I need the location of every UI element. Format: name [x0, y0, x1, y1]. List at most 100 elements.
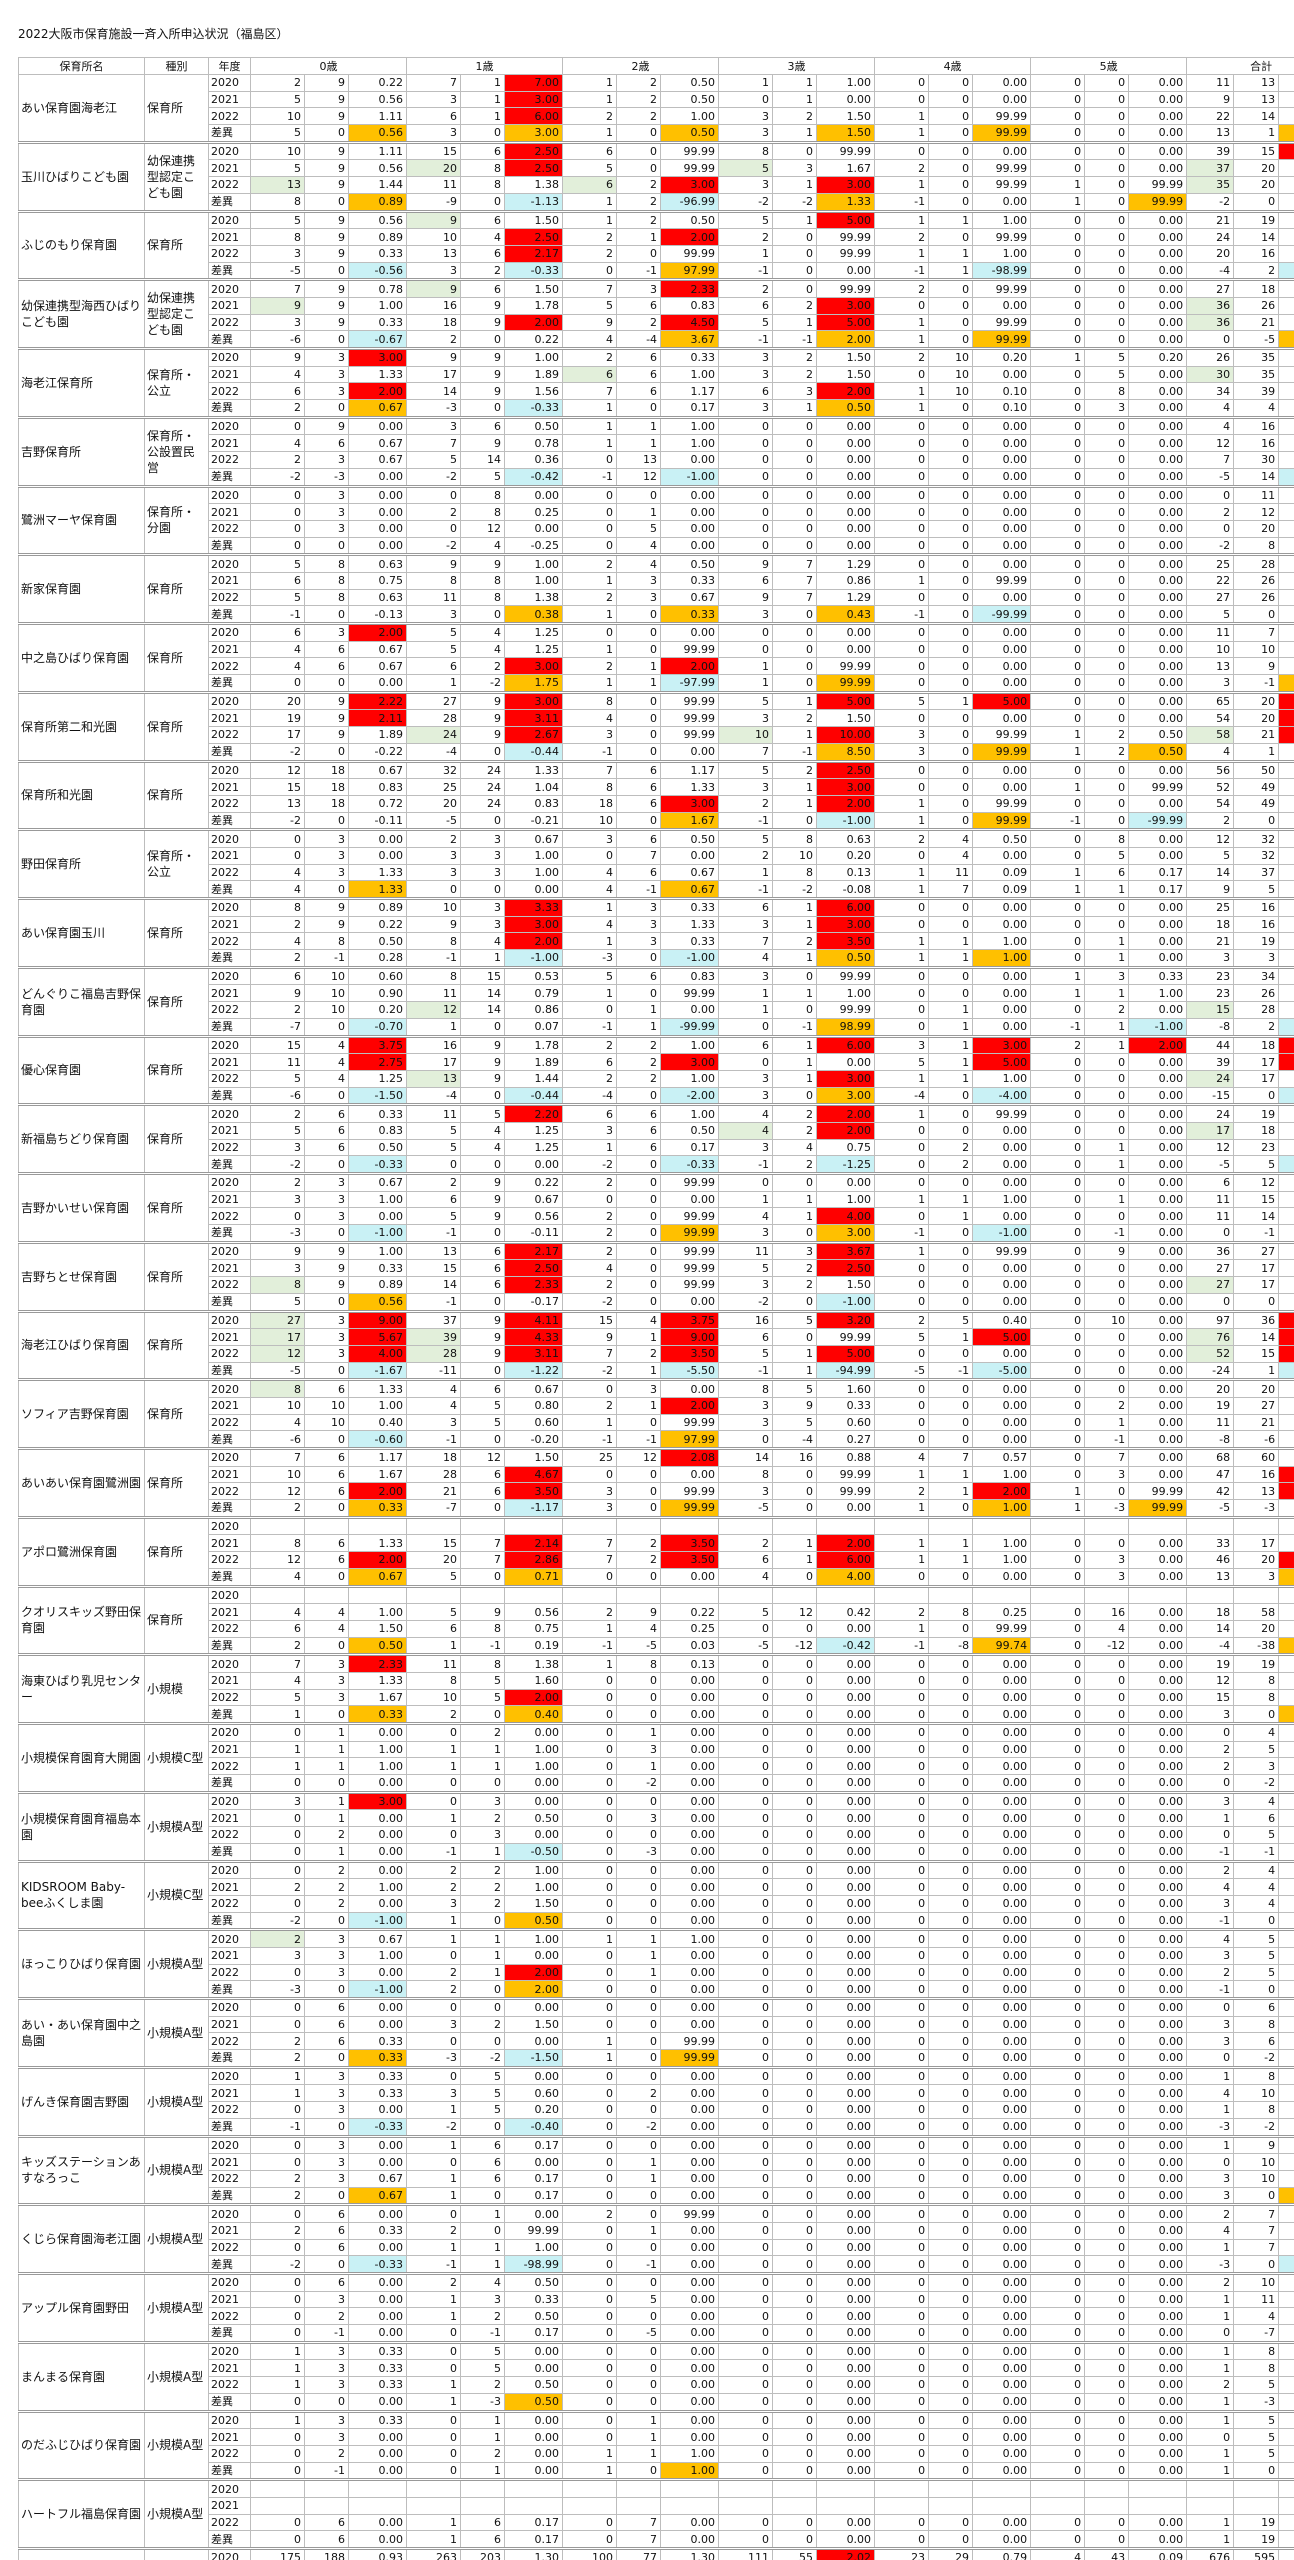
ratio-cell: 99.99 — [660, 1172, 720, 1192]
capacity-cell: 1 — [1084, 1138, 1130, 1157]
capacity-cell: 2 — [616, 107, 662, 126]
ratio-cell: 0.00 — [1128, 657, 1188, 676]
ratio-cell: 0.00 — [1128, 1551, 1188, 1569]
applicants-cell: 0 — [874, 1722, 930, 1742]
facility-name: KIDSROOM Baby-beeふくしま園 — [18, 1859, 145, 1931]
capacity-cell: 3 — [304, 2376, 349, 2394]
applicants-cell: 0 — [874, 74, 930, 92]
capacity-cell: 0 — [772, 278, 818, 298]
ratio-cell: 0.16 — [1278, 2324, 1294, 2343]
ratio-cell: 1.00 — [504, 2238, 564, 2257]
applicants-cell: 2 — [406, 2221, 462, 2240]
ratio-cell: 0.00 — [1278, 2428, 1294, 2446]
ratio-cell: 0.27 — [1278, 1774, 1294, 1793]
ratio-cell: 0.33 — [347, 1259, 408, 1278]
applicants-cell: 0 — [1030, 2186, 1086, 2206]
capacity-cell: 6 — [616, 759, 662, 780]
capacity-cell: 0 — [1084, 2530, 1130, 2549]
ratio-cell: 1.33 — [1278, 1240, 1294, 1261]
applicants-cell: 20 — [406, 159, 462, 178]
applicants-cell: 1 — [562, 571, 618, 590]
ratio-cell: 0.56 — [504, 1207, 564, 1226]
ratio-cell: 5.00 — [972, 690, 1032, 711]
applicants-cell: 2 — [406, 503, 462, 521]
capacity-cell: 0 — [1084, 1946, 1130, 1965]
ratio-cell: 0.00 — [1128, 2221, 1188, 2240]
ratio-cell: 4.00 — [816, 1207, 876, 1226]
applicants-cell: -1 — [562, 467, 618, 487]
applicants-cell: 0 — [718, 2153, 774, 2171]
year-cell: 2020 — [208, 2203, 251, 2223]
year-cell: 2022 — [208, 1894, 251, 1913]
capacity-cell: 16 — [1233, 915, 1280, 934]
facility-type: 小規模A型 — [144, 2134, 209, 2206]
applicants-cell: 3 — [718, 1482, 774, 1501]
ratio-cell: 0.00 — [972, 1878, 1032, 1896]
applicants-cell: 2 — [562, 1069, 618, 1088]
capacity-cell: 0 — [1084, 1121, 1130, 1140]
applicants-cell: 0 — [562, 451, 618, 469]
capacity-cell: 0 — [616, 124, 662, 143]
capacity-cell: 13 — [1233, 90, 1280, 109]
applicants-cell: 0 — [1030, 278, 1086, 298]
diff-row: 差異 -3 0 -1.00 2 0 2.00 0 0 0.00 0 0 0.00 0 0 0.00 0 0 0.00… — [19, 1980, 1294, 1999]
ratio-cell — [347, 2478, 408, 2498]
capacity-cell: 1 — [460, 1757, 506, 1776]
applicants-cell: 1 — [718, 1001, 774, 1019]
capacity-cell: 14 — [1233, 467, 1280, 487]
applicants-cell: 1 — [874, 794, 930, 813]
ratio-cell: -1.67 — [347, 1361, 408, 1381]
applicants-cell: 12 — [1186, 828, 1235, 848]
applicants-cell: 0 — [1030, 1842, 1086, 1862]
ratio-cell: 5.00 — [816, 313, 876, 332]
applicants-cell: 4 — [250, 1671, 305, 1690]
diff-row: 差異 0 1 0.00 -1 1 -0.50 0 -3 0.00 0 0 0.00 0 0 0.00 0 0 0.0… — [19, 1842, 1294, 1862]
applicants-cell: 3 — [406, 2084, 462, 2103]
applicants-cell: 0 — [874, 434, 930, 453]
applicants-cell: 0 — [250, 828, 305, 848]
capacity-cell: 2 — [928, 1138, 974, 1157]
applicants-cell: 0 — [874, 1567, 930, 1587]
ratio-cell: 0.86 — [504, 1001, 564, 1019]
applicants-cell: 0 — [874, 1430, 930, 1449]
applicants-cell: 1 — [874, 382, 930, 401]
applicants-cell: 12 — [250, 1482, 305, 1501]
ratio-cell: 0.00 — [972, 965, 1032, 986]
facility-name: くじら保育園海老江園 — [18, 2203, 145, 2274]
applicants-cell: 13 — [250, 794, 305, 813]
capacity-cell — [616, 2496, 662, 2515]
ratio-cell: 0.00 — [972, 2153, 1032, 2171]
applicants-cell: 7 — [562, 1344, 618, 1363]
applicants-cell: 0 — [1030, 1259, 1086, 1278]
ratio-cell: 1.33 — [347, 1378, 408, 1398]
capacity-cell: 0 — [1233, 2186, 1280, 2206]
capacity-cell: 7 — [1233, 2203, 1280, 2223]
capacity-cell: 0 — [616, 1826, 662, 1844]
ratio-cell: 0.00 — [972, 296, 1032, 315]
applicants-cell: 0 — [1030, 2032, 1086, 2051]
applicants-cell: 2 — [718, 846, 774, 865]
capacity-cell: 9 — [304, 1259, 349, 1278]
ratio-cell: 1.60 — [816, 1378, 876, 1398]
ratio-cell: 0.00 — [816, 1172, 876, 1192]
capacity-cell: 0 — [1084, 536, 1130, 556]
capacity-cell: 20 — [1233, 176, 1280, 194]
ratio-cell: 0.25 — [504, 503, 564, 521]
capacity-cell: 0 — [304, 2186, 349, 2206]
applicants-cell: 0 — [562, 2169, 618, 2188]
capacity-cell: 20 — [1233, 690, 1280, 711]
year-cell: 2021 — [208, 640, 251, 659]
capacity-cell: 0 — [928, 1653, 974, 1673]
applicants-cell: 0 — [1030, 313, 1086, 332]
applicants-cell: 0 — [1030, 536, 1086, 556]
capacity-cell: 2 — [304, 1859, 349, 1880]
capacity-cell: 0 — [772, 2324, 818, 2343]
capacity-cell: 0 — [928, 1878, 974, 1896]
applicants-cell: 0 — [562, 1894, 618, 1913]
ratio-cell — [972, 2478, 1032, 2498]
ratio-cell: 99.99 — [972, 228, 1032, 246]
ratio-cell: 2.00 — [347, 382, 408, 401]
capacity-cell: 0 — [1233, 1980, 1280, 1999]
capacity-cell: 5 — [616, 519, 662, 538]
ratio-cell: 0.00 — [972, 536, 1032, 556]
